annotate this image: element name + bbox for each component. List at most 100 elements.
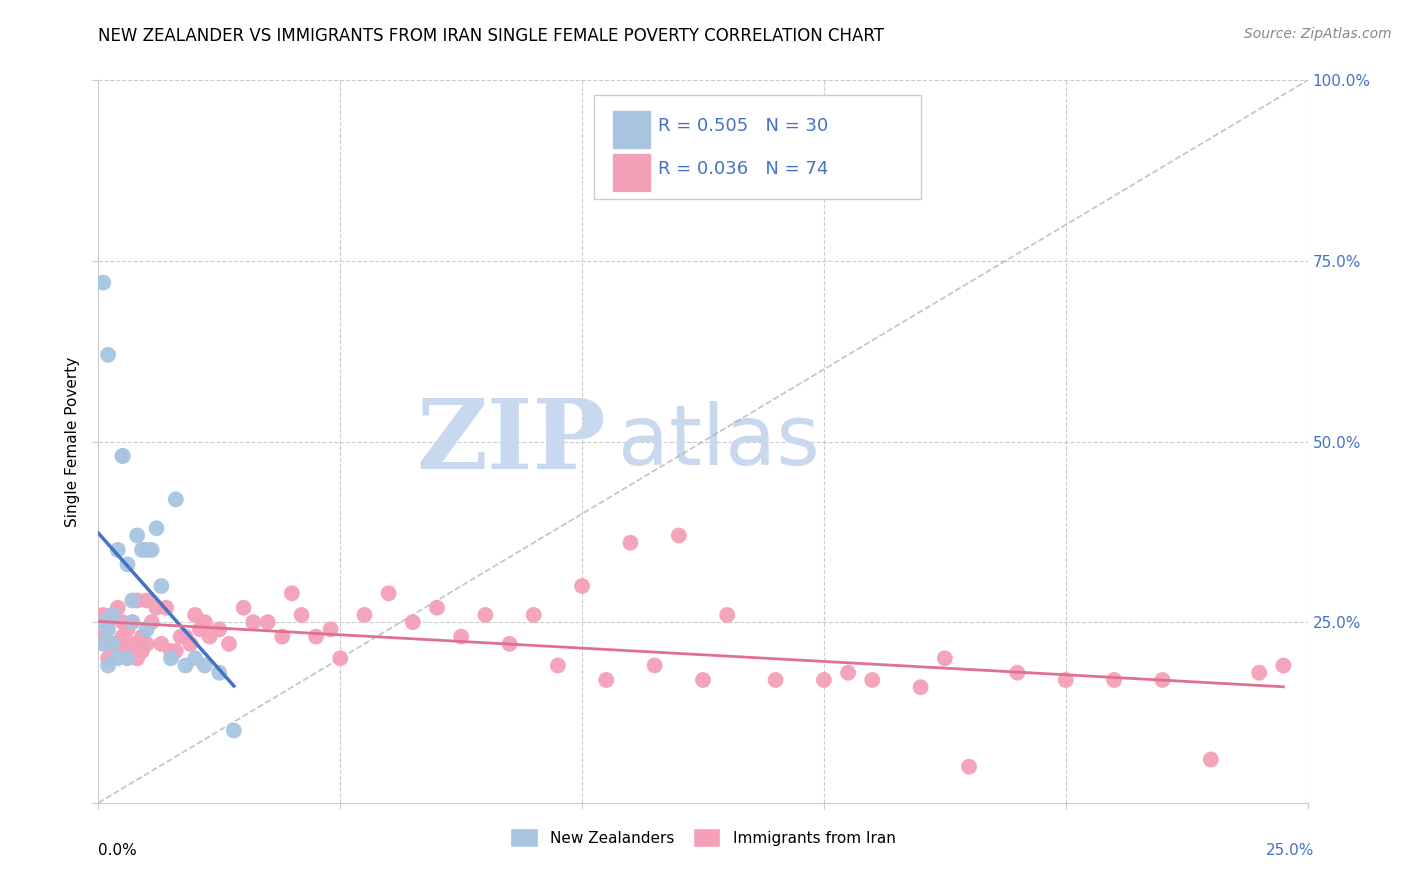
Point: [934, 651, 956, 665]
Point: [765, 673, 787, 687]
Point: [135, 623, 157, 637]
Point: [121, 615, 143, 630]
Point: [97, 623, 120, 637]
Point: [194, 658, 217, 673]
Point: [1249, 665, 1271, 680]
Text: ZIP: ZIP: [416, 394, 606, 489]
FancyBboxPatch shape: [613, 153, 651, 193]
Point: [101, 637, 124, 651]
Point: [141, 615, 163, 630]
Point: [716, 607, 738, 622]
Point: [135, 637, 157, 651]
Point: [498, 637, 520, 651]
Point: [329, 651, 352, 665]
Point: [111, 449, 134, 463]
Point: [160, 644, 183, 658]
Point: [174, 658, 197, 673]
Legend: New Zealanders, Immigrants from Iran: New Zealanders, Immigrants from Iran: [505, 822, 901, 853]
Point: [523, 607, 546, 622]
Point: [101, 607, 124, 622]
Point: [117, 623, 139, 637]
Point: [619, 535, 641, 549]
Point: [1007, 665, 1029, 680]
Point: [117, 651, 139, 665]
Point: [127, 593, 149, 607]
Point: [97, 615, 120, 630]
Text: NEW ZEALANDER VS IMMIGRANTS FROM IRAN SINGLE FEMALE POVERTY CORRELATION CHART: NEW ZEALANDER VS IMMIGRANTS FROM IRAN SI…: [98, 27, 884, 45]
Point: [160, 651, 183, 665]
Point: [91, 630, 114, 644]
Point: [242, 615, 264, 630]
Point: [188, 623, 211, 637]
Point: [127, 528, 149, 542]
Point: [131, 542, 153, 557]
Point: [450, 630, 472, 644]
Y-axis label: Single Female Poverty: Single Female Poverty: [65, 357, 80, 526]
Point: [222, 723, 245, 738]
Point: [256, 615, 278, 630]
Point: [1152, 673, 1174, 687]
Point: [145, 600, 167, 615]
Point: [402, 615, 425, 630]
Point: [107, 637, 129, 651]
Point: [353, 607, 375, 622]
Point: [547, 658, 569, 673]
Point: [117, 558, 139, 572]
Point: [121, 637, 143, 651]
Point: [145, 521, 167, 535]
Point: [107, 542, 129, 557]
Point: [668, 528, 690, 542]
Point: [101, 637, 124, 651]
Point: [91, 276, 114, 290]
Point: [644, 658, 666, 673]
Point: [571, 579, 593, 593]
Point: [232, 600, 254, 615]
Point: [121, 593, 143, 607]
Point: [141, 542, 163, 557]
Point: [474, 607, 496, 622]
Point: [155, 600, 177, 615]
Point: [91, 637, 114, 651]
Point: [1272, 658, 1295, 673]
Point: [377, 586, 399, 600]
Point: [290, 607, 312, 622]
Point: [111, 630, 134, 644]
Point: [101, 607, 124, 622]
Point: [97, 658, 120, 673]
Point: [319, 623, 342, 637]
Text: 25.0%: 25.0%: [1267, 843, 1315, 858]
Point: [813, 673, 835, 687]
Point: [174, 630, 197, 644]
Point: [910, 680, 932, 694]
Point: [131, 630, 153, 644]
Point: [208, 623, 231, 637]
Point: [281, 586, 304, 600]
Point: [1054, 673, 1077, 687]
Point: [131, 644, 153, 658]
Point: [165, 644, 187, 658]
Text: R = 0.505   N = 30: R = 0.505 N = 30: [658, 117, 828, 135]
Point: [91, 615, 114, 630]
Point: [107, 651, 129, 665]
Text: 0.0%: 0.0%: [98, 843, 138, 858]
Point: [91, 607, 114, 622]
Point: [165, 492, 187, 507]
Point: [208, 665, 231, 680]
Point: [194, 615, 217, 630]
Point: [111, 449, 134, 463]
Point: [860, 673, 883, 687]
Point: [305, 630, 328, 644]
Point: [271, 630, 294, 644]
Text: R = 0.036   N = 74: R = 0.036 N = 74: [658, 161, 828, 178]
FancyBboxPatch shape: [595, 95, 921, 200]
Point: [127, 651, 149, 665]
FancyBboxPatch shape: [613, 110, 651, 149]
Point: [184, 607, 207, 622]
Text: Source: ZipAtlas.com: Source: ZipAtlas.com: [1244, 27, 1392, 41]
Point: [111, 615, 134, 630]
Point: [837, 665, 859, 680]
Point: [692, 673, 714, 687]
Point: [107, 600, 129, 615]
Point: [957, 760, 980, 774]
Point: [426, 600, 449, 615]
